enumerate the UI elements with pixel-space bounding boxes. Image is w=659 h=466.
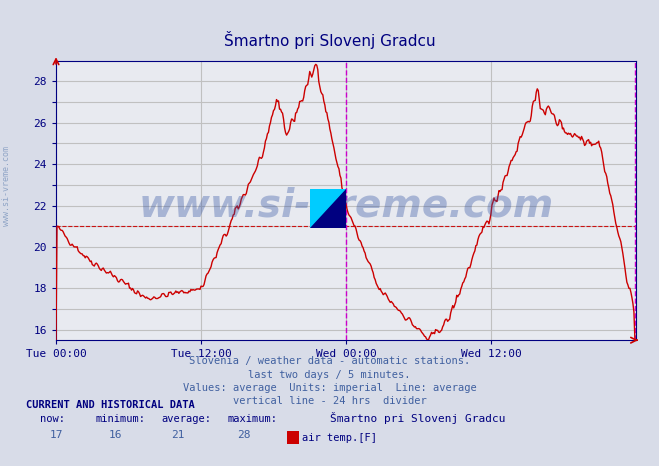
Text: vertical line - 24 hrs  divider: vertical line - 24 hrs divider: [233, 396, 426, 405]
Text: average:: average:: [161, 414, 212, 424]
Text: maximum:: maximum:: [227, 414, 277, 424]
Polygon shape: [310, 189, 346, 228]
Text: CURRENT AND HISTORICAL DATA: CURRENT AND HISTORICAL DATA: [26, 400, 195, 410]
Text: last two days / 5 minutes.: last two days / 5 minutes.: [248, 370, 411, 379]
Text: 16: 16: [109, 430, 122, 440]
Text: Šmartno pri Slovenj Gradcu: Šmartno pri Slovenj Gradcu: [330, 412, 505, 424]
Text: www.si-vreme.com: www.si-vreme.com: [138, 187, 554, 225]
Text: Slovenia / weather data - automatic stations.: Slovenia / weather data - automatic stat…: [189, 356, 470, 366]
Text: minimum:: minimum:: [96, 414, 146, 424]
Text: www.si-vreme.com: www.si-vreme.com: [2, 146, 11, 226]
Text: 21: 21: [171, 430, 185, 440]
Text: air temp.[F]: air temp.[F]: [302, 433, 377, 443]
Text: 17: 17: [49, 430, 63, 440]
Text: 28: 28: [237, 430, 250, 440]
Text: Values: average  Units: imperial  Line: average: Values: average Units: imperial Line: av…: [183, 383, 476, 392]
Text: now:: now:: [40, 414, 65, 424]
Polygon shape: [310, 189, 346, 228]
Text: Šmartno pri Slovenj Gradcu: Šmartno pri Slovenj Gradcu: [223, 31, 436, 49]
